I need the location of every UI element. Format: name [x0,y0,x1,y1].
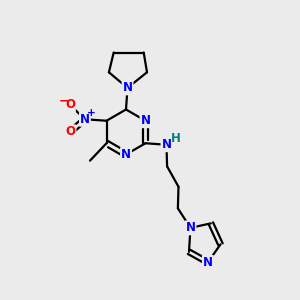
Text: N: N [80,113,90,126]
Text: N: N [140,114,151,127]
Text: N: N [203,256,213,269]
Text: O: O [65,98,75,111]
Text: N: N [122,81,133,94]
Text: H: H [171,132,181,145]
Text: O: O [65,125,76,138]
Text: N: N [121,148,131,161]
Text: N: N [185,221,196,234]
Text: +: + [86,108,95,118]
Text: −: − [59,95,69,108]
Text: N: N [161,138,172,151]
